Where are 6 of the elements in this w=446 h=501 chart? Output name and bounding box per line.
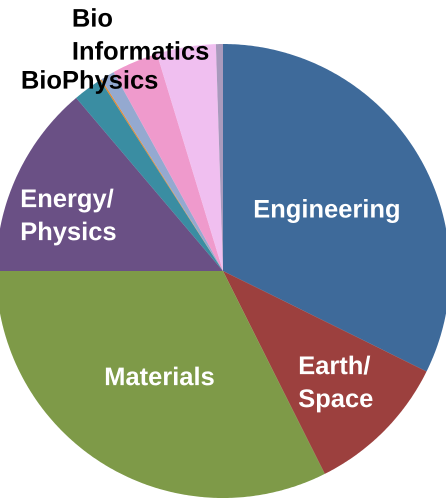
slice-label: Materials (106, 366, 214, 386)
slice-label: Engineering (254, 199, 399, 223)
slice-label: Energy/ Physics (22, 188, 116, 246)
slice-label: Bio Informatics (74, 8, 208, 60)
slice-label: Earth/ Space (298, 356, 372, 412)
slice-label: BioPhysics (22, 70, 158, 94)
